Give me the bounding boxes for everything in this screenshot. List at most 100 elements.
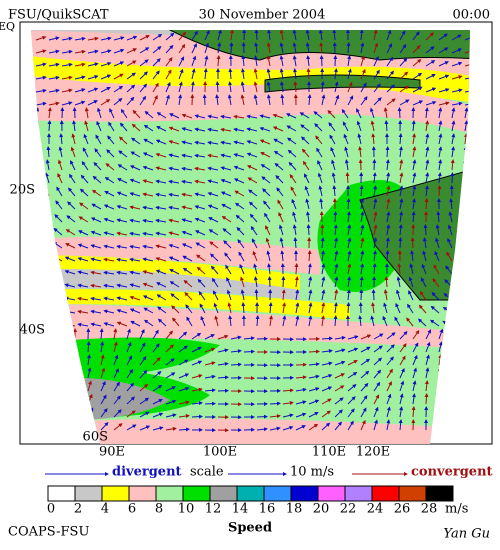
- wind-arrow: [152, 82, 159, 93]
- wind-arrow: [279, 42, 284, 54]
- wind-arrow: [236, 226, 245, 236]
- wind-arrow: [451, 120, 456, 132]
- wind-arrow: [253, 81, 258, 93]
- wind-arrow: [260, 152, 271, 158]
- wind-arrow: [360, 96, 368, 106]
- lon-label: 90E: [99, 445, 125, 460]
- wind-arrow: [204, 55, 209, 67]
- wind-arrow: [254, 42, 259, 54]
- wind-arrow: [332, 30, 337, 41]
- wind-arrow: [261, 176, 271, 184]
- wind-arrow: [347, 263, 352, 275]
- wind-arrow: [155, 205, 167, 210]
- wind-arrow: [360, 68, 366, 80]
- wind-arrow: [334, 335, 346, 340]
- wind-arrow: [341, 108, 349, 119]
- wind-arrow: [386, 332, 396, 340]
- wind-arrow: [321, 263, 326, 275]
- wind-arrow: [438, 146, 443, 158]
- wind-arrow: [155, 152, 167, 158]
- wind-arrow: [156, 112, 167, 119]
- wind-arrow: [315, 135, 323, 145]
- wind-arrow: [129, 205, 141, 210]
- wind-arrow: [165, 372, 176, 379]
- wind-arrow: [321, 302, 326, 314]
- wind-arrow: [116, 205, 128, 210]
- wind-arrow: [143, 124, 154, 132]
- wind-arrow: [152, 385, 163, 392]
- wind-arrow: [438, 120, 443, 132]
- wind-arrow: [103, 244, 115, 249]
- wind-arrow: [47, 107, 52, 119]
- wind-arrow: [152, 357, 161, 366]
- wind-arrow: [113, 354, 119, 366]
- wind-arrow: [399, 71, 409, 80]
- wind-arrow: [165, 413, 177, 418]
- wind-arrow: [61, 75, 73, 80]
- wind-arrow: [223, 240, 232, 249]
- wind-arrow: [207, 140, 219, 145]
- wind-arrow: [272, 126, 284, 132]
- wind-arrow: [252, 250, 258, 262]
- wind-arrow: [451, 48, 463, 54]
- wind-arrow: [346, 198, 351, 210]
- wind-arrow: [256, 427, 268, 432]
- wind-arrow: [386, 224, 391, 236]
- wind-arrow: [347, 335, 359, 340]
- wind-arrow: [220, 114, 232, 119]
- wind-arrow: [305, 211, 310, 223]
- wind-arrow: [90, 283, 102, 288]
- wind-arrow: [169, 113, 180, 119]
- wind-arrow: [155, 192, 167, 197]
- wind-arrow: [410, 250, 415, 262]
- wind-arrow: [67, 201, 76, 210]
- wind-arrow: [207, 114, 219, 119]
- wind-arrow: [250, 225, 258, 236]
- wind-arrow: [171, 305, 180, 314]
- colorbar-box: [236, 485, 265, 502]
- wind-arrow: [157, 318, 167, 327]
- colorbar-tick: 24: [367, 502, 384, 517]
- wind-arrow: [178, 81, 183, 93]
- wind-arrow: [139, 356, 147, 366]
- wind-arrow: [419, 290, 427, 301]
- wind-arrow: [190, 81, 195, 93]
- wind-arrow: [246, 114, 258, 119]
- wind-arrow: [204, 42, 210, 54]
- wind-arrow: [233, 165, 245, 171]
- wind-arrow: [83, 133, 89, 145]
- wind-arrow: [168, 179, 180, 184]
- wind-arrow: [168, 192, 180, 197]
- wind-arrow: [87, 62, 99, 67]
- wind-arrow: [347, 408, 355, 418]
- wind-arrow: [152, 412, 164, 418]
- wind-arrow: [152, 371, 162, 379]
- wind-arrow: [278, 224, 284, 236]
- wind-arrow: [239, 263, 245, 275]
- wind-arrow: [438, 159, 443, 171]
- wind-arrow: [343, 133, 349, 145]
- wind-arrow: [45, 159, 50, 171]
- wind-arrow: [359, 185, 364, 197]
- wind-arrow: [126, 410, 136, 418]
- wind-arrow: [394, 316, 401, 327]
- wind-arrow: [274, 162, 284, 171]
- wind-arrow: [107, 135, 115, 145]
- wind-arrow: [194, 153, 206, 158]
- wind-arrow: [168, 231, 180, 236]
- wind-arrow: [382, 315, 388, 327]
- wind-arrow: [265, 225, 271, 236]
- wind-arrow: [463, 133, 468, 145]
- wind-arrow: [451, 75, 463, 80]
- wind-arrow: [412, 58, 422, 67]
- wind-arrow: [139, 95, 147, 106]
- colorbar-box: [182, 485, 211, 502]
- wind-arrow: [113, 368, 119, 379]
- wind-arrow: [321, 361, 333, 366]
- wind-arrow: [217, 375, 229, 380]
- wind-arrow: [412, 198, 416, 210]
- wind-arrow: [113, 85, 124, 93]
- wind-arrow: [399, 159, 404, 171]
- wind-arrow: [197, 278, 206, 288]
- wind-arrow: [451, 34, 462, 41]
